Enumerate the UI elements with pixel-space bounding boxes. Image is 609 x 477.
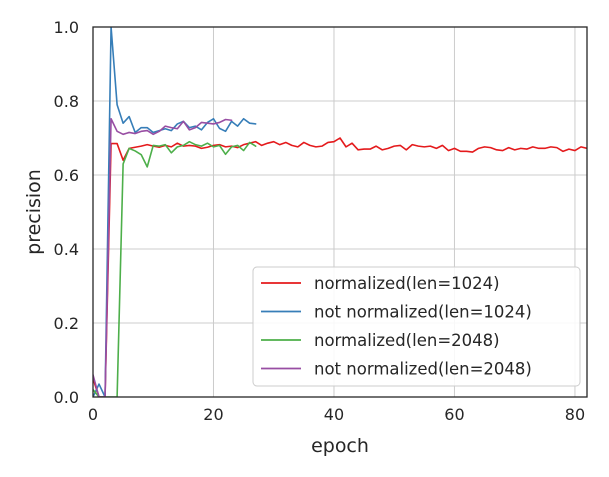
x-tick-label: 60 [444, 405, 464, 424]
series-line-1 [93, 137, 587, 397]
series-line-3 [93, 140, 257, 397]
y-tick-label: 0.6 [54, 166, 79, 185]
y-tick-label: 0.4 [54, 240, 79, 259]
x-tick-labels: 0 20 40 60 80 [88, 405, 585, 424]
x-tick-label: 40 [324, 405, 344, 424]
y-tick-labels: 0.0 0.2 0.4 0.6 0.8 1.0 [54, 18, 79, 407]
x-tick-label: 80 [565, 405, 585, 424]
y-tick-label: 0.0 [54, 388, 79, 407]
y-tick-label: 0.8 [54, 92, 79, 111]
legend-label: not normalized(len=2048) [314, 360, 532, 379]
x-tick-label: 20 [203, 405, 223, 424]
series-line-4 [93, 117, 233, 397]
legend-label: not normalized(len=1024) [314, 303, 532, 322]
legend-label: normalized(len=2048) [314, 331, 500, 350]
y-tick-label: 0.2 [54, 314, 79, 333]
series-lines [93, 27, 587, 397]
legend-box [252, 266, 581, 387]
legend: normalized(len=1024) not normalized(len=1… [252, 266, 581, 387]
legend-label: normalized(len=1024) [314, 274, 500, 293]
x-axis-label: epoch [311, 435, 369, 457]
y-axis-label: precision [23, 169, 45, 255]
x-tick-label: 0 [88, 405, 98, 424]
y-tick-label: 1.0 [54, 18, 79, 37]
plot-frame [92, 26, 588, 398]
series-line-2 [93, 27, 257, 397]
